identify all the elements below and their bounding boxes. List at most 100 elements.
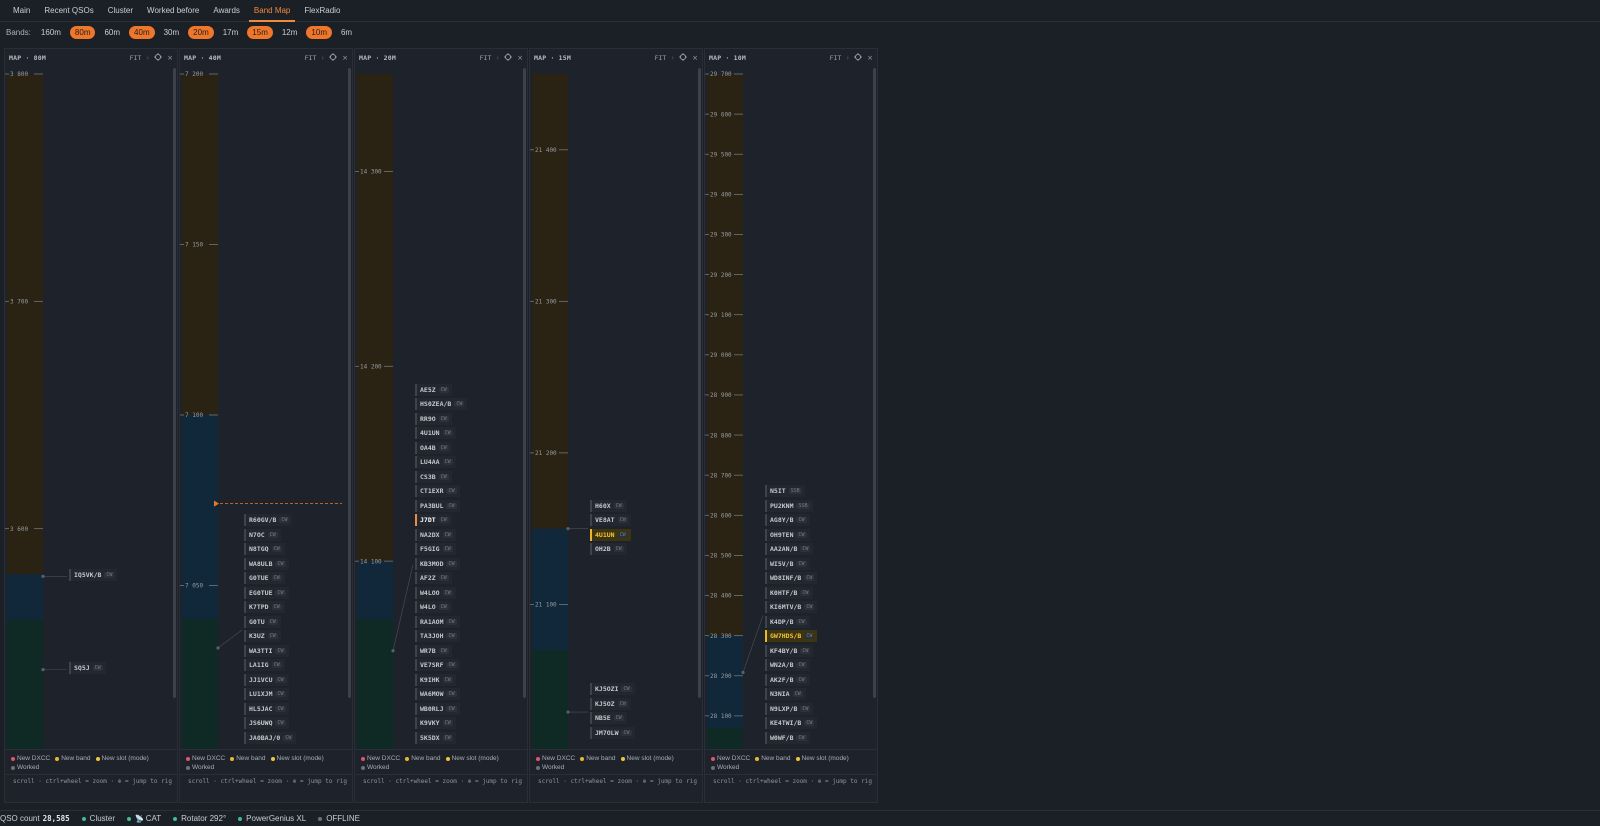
spot-tag[interactable]: VE7SRF CW	[415, 659, 460, 671]
tab-recent-qsos[interactable]: Recent QSOs	[44, 5, 94, 15]
band-chip-20m[interactable]: 20m	[188, 26, 214, 39]
tab-awards[interactable]: Awards	[213, 5, 240, 15]
spot-tag[interactable]: JM7OLW CW	[590, 726, 635, 739]
spot-tag[interactable]: 4U1UN CW	[415, 427, 456, 439]
spot-tag[interactable]: KF4BY/B CW	[765, 644, 814, 657]
spot-tag[interactable]: IQ5VK/B CW	[69, 569, 118, 582]
spot-tag[interactable]: HS0ZEA/B CW	[415, 398, 468, 410]
band-chip-6m[interactable]: 6m	[340, 28, 353, 37]
close-icon[interactable]: ×	[517, 53, 523, 62]
close-icon[interactable]: ×	[867, 53, 873, 62]
spot-tag[interactable]: K9VKY CW	[415, 717, 456, 729]
spot-tag[interactable]: K9IHK CW	[415, 673, 456, 686]
spot-tag[interactable]: AA2AN/B CW	[765, 543, 814, 555]
spot-tag[interactable]: PA3BUL CW	[415, 499, 460, 512]
spot-tag[interactable]: 5K5DX CW	[415, 731, 456, 744]
spot-tag[interactable]: J7DT CW	[415, 514, 452, 526]
spot-tag[interactable]: CT1EXR CW	[415, 485, 460, 497]
band-chip-40m[interactable]: 40m	[129, 26, 155, 39]
spot-tag[interactable]: H60X CW	[590, 499, 627, 512]
band-chip-15m[interactable]: 15m	[247, 26, 273, 39]
spot-tag[interactable]: F5GIG CW	[415, 543, 456, 555]
spot-tag[interactable]: WB0RLJ CW	[415, 702, 460, 715]
target-icon[interactable]	[329, 52, 338, 63]
spot-tag[interactable]: N9LXP/B CW	[765, 702, 814, 715]
spot-tag[interactable]: W4LO CW	[415, 601, 452, 613]
spot-tag[interactable]: VE8AT CW	[590, 514, 631, 527]
spot-tag[interactable]: N8TGQ CW	[244, 543, 285, 555]
tab-main[interactable]: Main	[13, 5, 31, 15]
spot-tag[interactable]: WI5V/B CW	[765, 557, 810, 570]
spot-tag[interactable]: KB3MOD CW	[415, 557, 460, 570]
spot-tag[interactable]: OH2B CW	[590, 543, 627, 556]
close-icon[interactable]: ×	[167, 53, 173, 62]
spot-tag[interactable]: 4U1UN CW	[590, 528, 631, 541]
spot-tag[interactable]: SQ5J CW	[69, 662, 106, 675]
spot-tag[interactable]: AF2Z CW	[415, 572, 452, 584]
spot-tag[interactable]: PU2KNM SSB	[765, 499, 813, 512]
next-arrow-icon[interactable]: ›	[146, 53, 150, 62]
target-icon[interactable]	[679, 52, 688, 63]
target-icon[interactable]	[154, 52, 163, 63]
band-chip-10m[interactable]: 10m	[306, 26, 332, 39]
tab-worked-before[interactable]: Worked before	[147, 5, 200, 15]
spot-tag[interactable]: N3NIA CW	[765, 688, 806, 700]
spot-tag[interactable]: WA6MOW CW	[415, 688, 460, 700]
spot-tag[interactable]: K4DP/B CW	[765, 615, 810, 628]
fit-button[interactable]: FIT	[129, 53, 142, 62]
target-icon[interactable]	[854, 52, 863, 63]
spot-tag[interactable]: OA4B CW	[415, 441, 452, 454]
tab-cluster[interactable]: Cluster	[107, 5, 134, 15]
fit-button[interactable]: FIT	[829, 53, 842, 62]
spot-tag[interactable]: EG0TUE CW	[244, 586, 289, 599]
spot-tag[interactable]: AK2F/B CW	[765, 673, 810, 686]
fit-button[interactable]: FIT	[479, 53, 492, 62]
fit-button[interactable]: FIT	[304, 53, 317, 62]
spot-tag[interactable]: GW7HDS/B CW	[765, 630, 818, 642]
spot-tag[interactable]: KE4TWI/B CW	[765, 717, 818, 729]
spot-tag[interactable]: LU1XJM CW	[244, 688, 289, 700]
scrollbar[interactable]	[698, 68, 701, 698]
scrollbar[interactable]	[348, 68, 351, 698]
spot-tag[interactable]: WN2A/B CW	[765, 659, 810, 671]
spot-tag[interactable]: G0TU CW	[244, 615, 281, 628]
spot-tag[interactable]: K7TPD CW	[244, 601, 285, 613]
spot-tag[interactable]: KJ5OZ CW	[590, 697, 631, 710]
scrollbar[interactable]	[173, 68, 176, 698]
fit-button[interactable]: FIT	[654, 53, 667, 62]
spot-tag[interactable]: AG8Y/B CW	[765, 514, 810, 526]
spot-tag[interactable]: W0WF/B CW	[765, 731, 810, 744]
band-chip-12m[interactable]: 12m	[281, 28, 298, 37]
spot-tag[interactable]: JS6UWQ CW	[244, 717, 289, 729]
band-chip-60m[interactable]: 60m	[104, 28, 121, 37]
band-chip-17m[interactable]: 17m	[222, 28, 239, 37]
spot-tag[interactable]: G0TUE CW	[244, 572, 285, 584]
spot-tag[interactable]: CS3B CW	[415, 470, 452, 483]
next-arrow-icon[interactable]: ›	[846, 53, 850, 62]
spot-tag[interactable]: WR7B CW	[415, 644, 452, 657]
scrollbar[interactable]	[873, 68, 876, 698]
spot-tag[interactable]: N7OC CW	[244, 528, 281, 541]
spot-tag[interactable]: K0HTF/B CW	[765, 586, 814, 599]
spot-tag[interactable]: N5IT SSB	[765, 485, 805, 497]
spot-tag[interactable]: AE5Z CW	[415, 383, 452, 396]
spot-tag[interactable]: NA2DX CW	[415, 528, 456, 541]
target-icon[interactable]	[504, 52, 513, 63]
tab-band-map[interactable]: Band Map	[247, 0, 297, 22]
spot-tag[interactable]: RA1AOM CW	[415, 615, 460, 628]
next-arrow-icon[interactable]: ›	[496, 53, 500, 62]
spot-tag[interactable]: RR9O CW	[415, 412, 452, 425]
close-icon[interactable]: ×	[692, 53, 698, 62]
spot-tag[interactable]: TA3JOH CW	[415, 630, 460, 642]
band-chip-80m[interactable]: 80m	[69, 26, 96, 39]
spot-tag[interactable]: K3UZ CW	[244, 630, 281, 642]
spot-tag[interactable]: W4LOO CW	[415, 586, 456, 599]
spot-tag[interactable]: HL5JAC CW	[244, 702, 289, 715]
band-chip-160m[interactable]: 160m	[40, 28, 61, 37]
close-icon[interactable]: ×	[342, 53, 348, 62]
spot-tag[interactable]: KJ5OZI CW	[590, 683, 635, 696]
next-arrow-icon[interactable]: ›	[321, 53, 325, 62]
scrollbar[interactable]	[523, 68, 526, 698]
band-chip-30m[interactable]: 30m	[163, 28, 180, 37]
next-arrow-icon[interactable]: ›	[671, 53, 675, 62]
